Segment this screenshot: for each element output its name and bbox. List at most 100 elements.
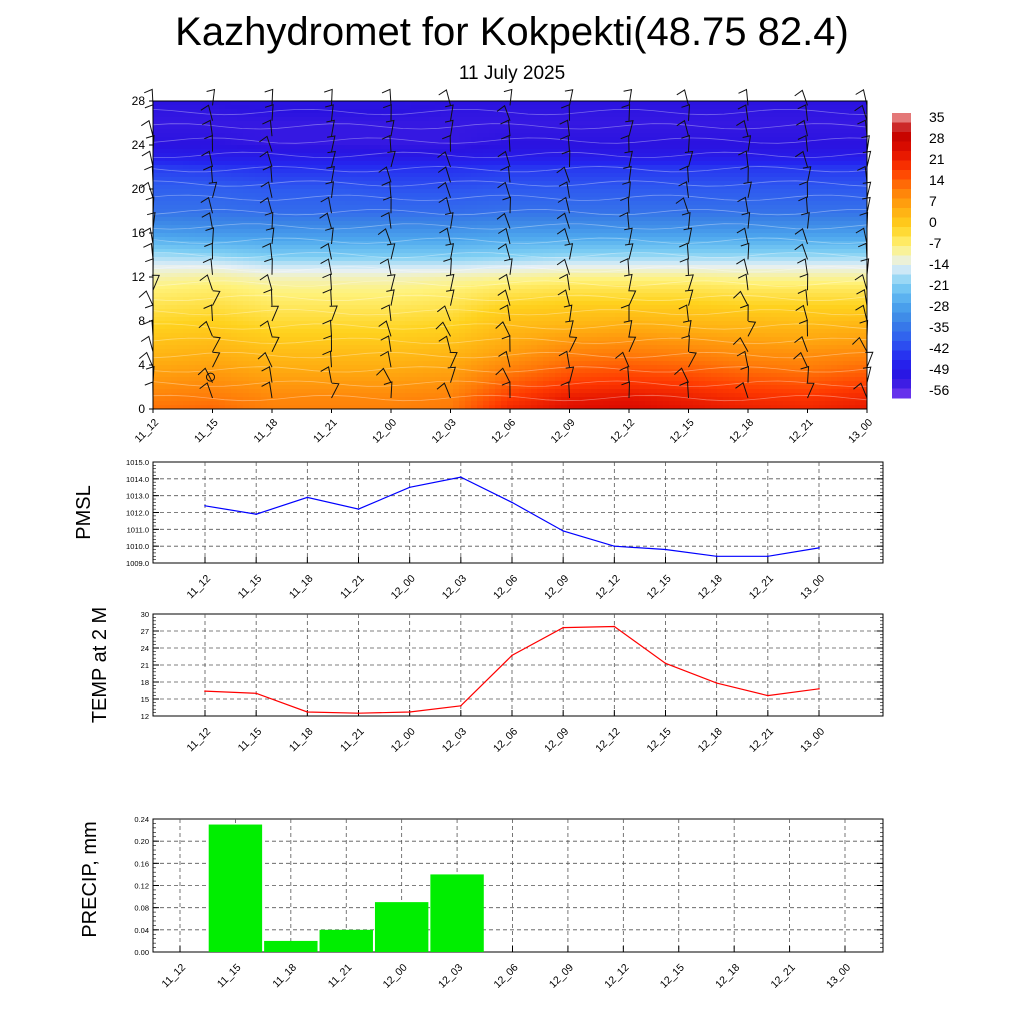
- ytick-label: 15: [141, 695, 149, 704]
- colorbar-label: -35: [929, 319, 949, 335]
- heatmap-ytick-label: 16: [132, 226, 146, 240]
- xtick-label: 12_12: [593, 726, 622, 755]
- colorbar-swatch: [892, 370, 911, 380]
- colorbar-swatch: [892, 180, 911, 190]
- precip-xtick-label: 12_09: [547, 962, 576, 991]
- colorbar-swatch: [892, 379, 911, 389]
- colorbar-swatch: [892, 151, 911, 161]
- xtick-label: 12_09: [542, 726, 571, 755]
- precip-xtick-label: 11_15: [215, 962, 244, 991]
- precip-xtick-label: 11_21: [326, 962, 355, 991]
- data-point: [460, 705, 462, 707]
- precip-ytick-label: 0.12: [134, 882, 149, 891]
- ytick-label: 12: [141, 712, 149, 721]
- heatmap-xtick-label: 13_00: [846, 417, 875, 446]
- precip-bar: [430, 874, 483, 952]
- data-point: [409, 486, 411, 488]
- data-point: [665, 549, 667, 551]
- y-axis-label: TEMP at 2 M: [89, 607, 111, 723]
- colorbar-swatch: [892, 199, 911, 209]
- data-point: [255, 693, 257, 695]
- data-point: [511, 502, 513, 504]
- data-point: [716, 682, 718, 684]
- data-point: [716, 555, 718, 557]
- precip-bar: [375, 902, 428, 952]
- colorbar-swatch: [892, 332, 911, 342]
- heatmap-ytick-label: 28: [132, 94, 146, 108]
- colorbar-swatch: [892, 284, 911, 294]
- heatmap-xtick-label: 12_12: [608, 417, 637, 446]
- heatmap-ytick-label: 8: [138, 314, 145, 328]
- xtick-label: 11_18: [287, 726, 316, 755]
- data-point: [767, 555, 769, 557]
- precip-xtick-label: 12_18: [713, 962, 742, 991]
- colorbar-swatch: [892, 275, 911, 285]
- colorbar-label: 0: [929, 214, 937, 230]
- precip-xtick-label: 11_18: [270, 962, 299, 991]
- data-point: [460, 476, 462, 478]
- heatmap-xtick-label: 11_12: [133, 417, 162, 446]
- xtick-label: 11_21: [338, 726, 367, 755]
- colorbar-swatch: [892, 189, 911, 199]
- colorbar-swatch: [892, 123, 911, 133]
- data-point: [204, 690, 206, 692]
- precip-xtick-label: 12_21: [769, 962, 798, 991]
- data-point: [307, 711, 309, 713]
- heatmap-ytick-label: 24: [132, 138, 146, 152]
- ytick-label: 1015.0: [126, 458, 149, 467]
- xtick-label: 11_15: [236, 573, 265, 602]
- ytick-label: 27: [141, 627, 149, 636]
- colorbar-label: 28: [929, 130, 945, 146]
- data-point: [665, 663, 667, 665]
- precip-xtick-label: 12_15: [658, 962, 687, 991]
- xtick-label: 11_21: [338, 573, 367, 602]
- colorbar-swatch: [892, 227, 911, 237]
- ytick-label: 1009.0: [126, 559, 149, 568]
- colorbar-swatch: [892, 256, 911, 266]
- precip-ytick-label: 0.00: [134, 948, 149, 957]
- data-point: [358, 712, 360, 714]
- colorbar-swatch: [892, 389, 911, 399]
- precip-bar: [209, 825, 262, 952]
- precip-xtick-label: 12_00: [381, 962, 410, 991]
- heatmap-xtick-label: 12_06: [489, 417, 518, 446]
- ytick-label: 1011.0: [127, 525, 149, 534]
- xtick-label: 11_15: [236, 726, 265, 755]
- precip-xtick-label: 12_06: [491, 962, 520, 991]
- xtick-label: 12_18: [696, 726, 725, 755]
- heatmap-xtick-label: 12_00: [370, 417, 399, 446]
- xtick-label: 12_15: [644, 726, 673, 755]
- colorbar-swatch: [892, 237, 911, 247]
- heatmap-xtick-label: 12_03: [429, 417, 458, 446]
- heatmap-xtick-label: 11_15: [192, 417, 221, 446]
- data-point: [511, 655, 513, 657]
- heatmap-ytick-label: 12: [132, 270, 146, 284]
- heatmap-xtick-label: 11_18: [252, 417, 281, 446]
- xtick-label: 12_09: [542, 573, 571, 602]
- xtick-label: 12_03: [440, 726, 469, 755]
- precip-ytick-label: 0.16: [134, 859, 149, 868]
- data-point: [818, 688, 820, 690]
- colorbar-label: 7: [929, 193, 937, 209]
- xtick-label: 11_12: [185, 573, 214, 602]
- heatmap-xtick-label: 12_09: [548, 417, 577, 446]
- colorbar-swatch: [892, 265, 911, 275]
- xtick-label: 11_18: [287, 573, 316, 602]
- colorbar-label: 35: [929, 109, 945, 125]
- xtick-label: 12_06: [491, 726, 520, 755]
- colorbar-label: -42: [929, 340, 949, 356]
- data-point: [255, 513, 257, 515]
- data-point: [204, 505, 206, 507]
- xtick-label: 12_00: [389, 573, 418, 602]
- colorbar-label: 21: [929, 151, 945, 167]
- colorbar-swatch: [892, 218, 911, 228]
- colorbar-swatch: [892, 303, 911, 313]
- precip-xtick-label: 11_12: [160, 962, 189, 991]
- xtick-label: 11_12: [185, 726, 214, 755]
- colorbar-swatch: [892, 351, 911, 361]
- data-point: [767, 695, 769, 697]
- heatmap-xtick-label: 11_21: [311, 417, 340, 446]
- xtick-label: 12_06: [491, 573, 520, 602]
- ytick-label: 30: [141, 610, 149, 619]
- precip-xtick-label: 12_12: [602, 962, 631, 991]
